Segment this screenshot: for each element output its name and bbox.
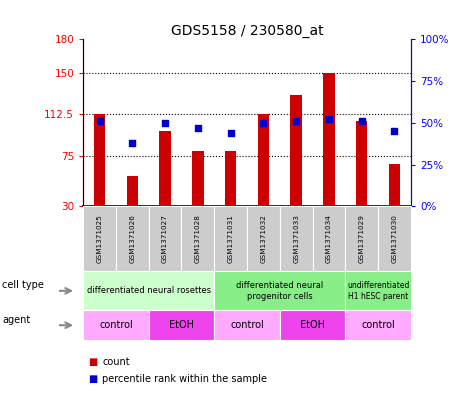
Title: GDS5158 / 230580_at: GDS5158 / 230580_at <box>171 24 323 38</box>
Bar <box>159 130 171 206</box>
Text: GSM1371025: GSM1371025 <box>96 214 103 263</box>
Text: GSM1371031: GSM1371031 <box>228 214 234 263</box>
Bar <box>389 164 400 206</box>
Text: GSM1371034: GSM1371034 <box>326 214 332 263</box>
Text: EtOH: EtOH <box>300 320 325 330</box>
Text: GSM1371033: GSM1371033 <box>293 214 299 263</box>
Bar <box>290 95 302 206</box>
Point <box>325 116 332 123</box>
Text: control: control <box>99 320 133 330</box>
Text: differentiated neural
progenitor cells: differentiated neural progenitor cells <box>236 281 323 301</box>
Bar <box>356 121 368 206</box>
Point <box>95 118 104 124</box>
Text: differentiated neural rosettes: differentiated neural rosettes <box>86 286 211 295</box>
Text: EtOH: EtOH <box>169 320 194 330</box>
Text: ■: ■ <box>88 374 97 384</box>
Text: GSM1371027: GSM1371027 <box>162 214 168 263</box>
Text: GSM1371028: GSM1371028 <box>195 214 201 263</box>
Bar <box>257 114 269 206</box>
Text: count: count <box>102 356 130 367</box>
Bar <box>192 151 204 206</box>
Bar <box>225 151 237 206</box>
Point <box>161 119 169 126</box>
Text: agent: agent <box>2 316 30 325</box>
Text: GSM1371032: GSM1371032 <box>260 214 266 263</box>
Text: cell type: cell type <box>2 280 44 290</box>
Text: control: control <box>361 320 395 330</box>
Point <box>128 140 136 146</box>
Point <box>292 118 300 124</box>
Point <box>390 128 398 134</box>
Bar <box>323 73 335 206</box>
Bar <box>94 114 105 206</box>
Text: GSM1371029: GSM1371029 <box>359 214 365 263</box>
Text: ■: ■ <box>88 356 97 367</box>
Point <box>259 119 267 126</box>
Text: percentile rank within the sample: percentile rank within the sample <box>102 374 267 384</box>
Text: undifferentiated
H1 hESC parent: undifferentiated H1 hESC parent <box>347 281 409 301</box>
Point <box>227 130 235 136</box>
Text: GSM1371030: GSM1371030 <box>391 214 398 263</box>
Point <box>358 118 366 124</box>
Point <box>194 125 201 131</box>
Bar <box>126 176 138 206</box>
Text: GSM1371026: GSM1371026 <box>129 214 135 263</box>
Text: control: control <box>230 320 264 330</box>
